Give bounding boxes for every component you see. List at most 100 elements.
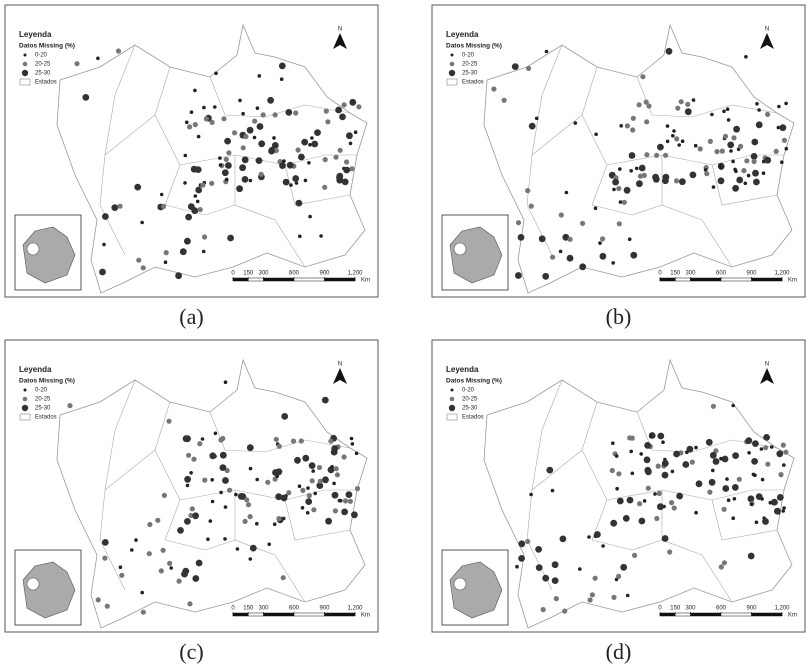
station-dot <box>275 474 280 478</box>
scale-segment <box>263 612 295 617</box>
station-dot <box>294 181 299 185</box>
station-dot <box>746 173 751 178</box>
station-dot <box>185 213 193 221</box>
station-dot <box>224 467 230 474</box>
station-dot <box>356 104 362 110</box>
station-dot <box>276 443 282 449</box>
station-dot <box>118 565 123 569</box>
station-dot <box>564 190 569 195</box>
station-dot <box>195 186 203 194</box>
station-dot <box>257 74 262 78</box>
station-dot <box>305 498 313 505</box>
state-border <box>209 411 351 453</box>
station-dot <box>286 490 292 496</box>
station-dot <box>235 547 240 551</box>
station-dot <box>528 122 536 130</box>
scale-segment <box>720 277 752 282</box>
station-dot <box>622 515 630 522</box>
station-dot <box>298 153 305 161</box>
station-dot <box>272 112 278 118</box>
station-dot <box>184 475 192 483</box>
station-dot <box>224 137 232 145</box>
station-dot <box>566 254 574 262</box>
station-dot <box>653 492 657 496</box>
legend-symbol <box>23 53 27 57</box>
station-dot <box>616 471 622 477</box>
station-dot <box>711 185 716 189</box>
station-dot <box>567 236 573 242</box>
station-dot <box>646 103 652 109</box>
station-dot <box>762 518 769 525</box>
scale-label: 300 <box>685 606 696 612</box>
north-arrow <box>333 33 347 49</box>
station-dot <box>776 125 781 130</box>
station-dot <box>316 464 323 471</box>
station-dot <box>161 203 167 209</box>
station-dot <box>223 505 228 509</box>
station-dot <box>710 403 716 409</box>
station-dot <box>731 403 735 408</box>
station-dot <box>540 607 546 613</box>
station-dot <box>627 435 633 441</box>
station-dot <box>281 413 289 420</box>
station-dot <box>175 272 183 280</box>
station-dot <box>279 162 286 170</box>
station-dot <box>644 119 650 125</box>
station-dot <box>782 463 786 467</box>
station-dot <box>286 161 294 169</box>
scale-label: 0 <box>231 606 235 612</box>
station-dot <box>655 463 661 469</box>
scale-segment <box>751 277 783 282</box>
station-dot <box>219 464 227 471</box>
station-dot <box>751 138 759 146</box>
station-dot <box>627 237 632 241</box>
station-dot <box>515 272 522 279</box>
station-dot <box>119 572 125 578</box>
station-dot <box>306 493 312 499</box>
station-dot <box>176 578 182 584</box>
inset-map <box>449 226 503 284</box>
station-dot <box>674 136 680 142</box>
station-dot <box>222 477 229 484</box>
scale-segment <box>720 612 752 617</box>
scale-segment <box>675 277 691 282</box>
state-border <box>234 155 306 268</box>
station-dot <box>550 488 555 493</box>
station-dot <box>210 499 215 504</box>
station-dot <box>661 440 665 444</box>
station-dot <box>341 102 347 108</box>
station-dot <box>240 145 246 151</box>
station-dot <box>184 435 191 443</box>
station-dot <box>624 123 630 129</box>
station-dot <box>643 99 649 105</box>
station-dot <box>680 139 685 143</box>
station-dot <box>308 462 316 469</box>
station-dot <box>719 166 724 170</box>
station-dot <box>349 98 357 106</box>
station-dot <box>348 141 353 146</box>
station-dot <box>754 520 759 525</box>
state-border <box>164 204 236 216</box>
scale-label: 900 <box>319 606 330 612</box>
station-dot <box>693 143 698 148</box>
station-dot <box>727 141 735 149</box>
station-dot <box>501 97 507 103</box>
station-dot <box>338 498 343 503</box>
station-dot <box>325 119 331 125</box>
station-dot <box>343 166 351 174</box>
station-dot <box>665 47 673 55</box>
station-dot <box>246 444 254 452</box>
station-dot <box>722 109 726 114</box>
station-dot <box>694 445 698 450</box>
station-dot <box>645 468 652 476</box>
station-dot <box>193 194 198 198</box>
station-dot <box>616 573 622 579</box>
station-dot <box>684 108 692 116</box>
station-dot <box>763 445 769 451</box>
station-dot <box>232 130 238 136</box>
station-dot <box>275 468 283 476</box>
station-dot <box>669 500 675 506</box>
station-dot <box>616 221 622 227</box>
station-dot <box>553 596 559 602</box>
legend-label: 0-20 <box>35 53 48 59</box>
